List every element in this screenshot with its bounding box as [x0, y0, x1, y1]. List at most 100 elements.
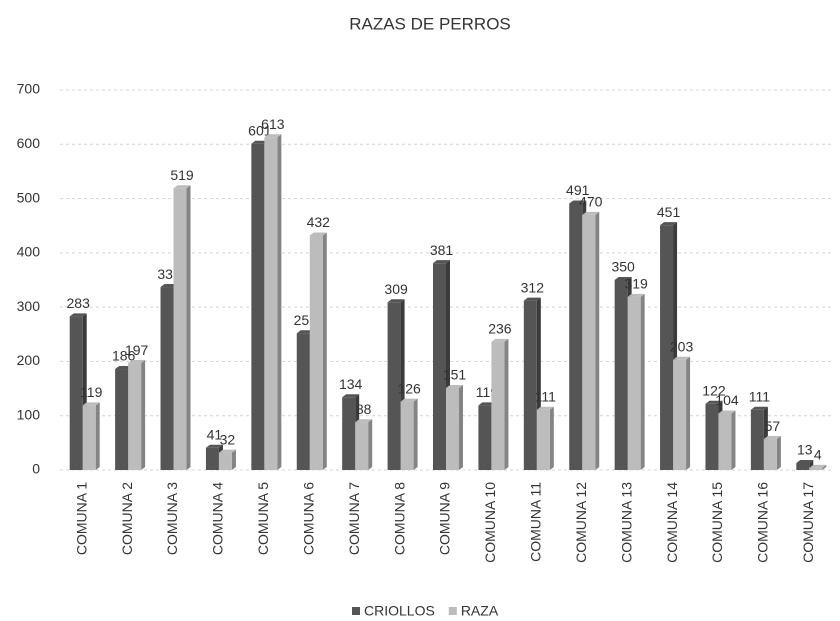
- value-label: 312: [521, 279, 545, 295]
- bar-top: [115, 366, 133, 370]
- bar: [433, 263, 446, 470]
- bar-top: [569, 200, 587, 204]
- chart-title: RAZAS DE PERROS: [349, 14, 511, 33]
- bar: [446, 388, 459, 470]
- bar: [264, 137, 278, 470]
- x-tick-label: COMUNA 7: [346, 482, 362, 555]
- value-label: 350: [611, 259, 635, 275]
- bar-top: [251, 140, 269, 144]
- bar: [205, 447, 219, 470]
- x-tick-label: COMUNA 5: [255, 482, 271, 555]
- value-label: 613: [261, 116, 285, 132]
- x-tick-label: COMUNA 6: [300, 482, 316, 555]
- bar: [750, 409, 764, 470]
- bar: [342, 397, 356, 470]
- bar: [478, 405, 492, 470]
- bar: [355, 422, 369, 470]
- bar: [400, 401, 414, 470]
- y-tick-label: 300: [17, 298, 41, 314]
- bar: [173, 188, 187, 470]
- bar-top: [264, 134, 282, 138]
- x-tick-label: COMUNA 14: [664, 482, 680, 563]
- value-label: 111: [535, 388, 556, 404]
- value-label: 197: [125, 342, 149, 358]
- x-tick-label: COMUNA 13: [618, 482, 634, 563]
- bar-side: [640, 293, 645, 470]
- x-tick-label: COMUNA 2: [119, 482, 135, 555]
- x-tick-label: COMUNA 10: [482, 482, 498, 563]
- bar: [705, 403, 719, 470]
- legend-label: RAZA: [461, 603, 499, 619]
- bar-side: [595, 211, 600, 470]
- value-label: 309: [384, 281, 408, 297]
- bar-top: [296, 330, 314, 334]
- bar: [387, 302, 401, 470]
- y-tick-label: 700: [17, 81, 41, 97]
- value-label: 104: [715, 392, 739, 408]
- x-tick-label: COMUNA 4: [210, 482, 226, 555]
- legend-swatch: [448, 607, 457, 615]
- bar-side: [686, 356, 691, 470]
- bar-side: [186, 185, 191, 470]
- x-tick-label: COMUNA 3: [164, 482, 180, 555]
- bar-side: [731, 410, 736, 470]
- value-label: 186: [112, 348, 136, 364]
- bar: [536, 409, 550, 470]
- bar: [718, 413, 732, 470]
- bar-top: [750, 406, 768, 410]
- value-label: 451: [657, 204, 681, 220]
- bar-side: [277, 134, 282, 470]
- value-label: 126: [397, 380, 421, 396]
- bar-top: [627, 293, 645, 297]
- bar-side: [368, 419, 373, 470]
- y-tick-label: 400: [17, 244, 41, 260]
- value-label: 122: [702, 382, 726, 398]
- bar-side: [822, 464, 827, 470]
- bar-top: [446, 385, 463, 389]
- bar: [523, 300, 537, 470]
- x-tick-label: COMUNA 11: [528, 482, 544, 562]
- bar-top: [400, 398, 418, 402]
- y-tick-label: 200: [17, 352, 41, 368]
- bar: [796, 462, 810, 470]
- bar-top: [173, 185, 191, 189]
- bar: [251, 143, 265, 470]
- x-tick-label: COMUNA 17: [800, 482, 816, 563]
- bar: [763, 439, 777, 470]
- y-tick-label: 600: [17, 135, 41, 151]
- x-tick-label: COMUNA 15: [709, 482, 725, 563]
- bar-top: [809, 464, 827, 468]
- bar-top: [705, 400, 723, 404]
- x-tick-label: COMUNA 12: [573, 482, 589, 563]
- bar: [296, 333, 310, 470]
- bar: [218, 452, 232, 470]
- bar-top: [673, 356, 691, 360]
- value-label: 57: [765, 418, 781, 434]
- bar-top: [387, 299, 405, 303]
- bar: [582, 214, 596, 470]
- bar-top: [309, 232, 327, 236]
- bar-top: [614, 277, 632, 280]
- value-label: 236: [488, 321, 512, 337]
- bar-top: [128, 360, 146, 364]
- bar-top: [342, 394, 360, 398]
- bar-top: [491, 338, 509, 342]
- bar-side: [504, 338, 509, 470]
- value-label: 111: [749, 388, 770, 404]
- value-label: 319: [624, 276, 648, 292]
- bar-side: [231, 449, 236, 470]
- value-label: 601: [248, 122, 272, 138]
- y-tick-label: 0: [32, 461, 40, 477]
- bar-side: [459, 385, 463, 470]
- bar: [809, 467, 823, 470]
- y-tick-label: 100: [17, 406, 41, 422]
- value-label: 283: [67, 295, 91, 311]
- legend-label: CRIOLLOS: [364, 603, 435, 619]
- legend-swatch: [352, 607, 360, 615]
- value-label: 203: [670, 339, 694, 355]
- bar-top: [796, 459, 814, 463]
- bar-top: [433, 260, 450, 264]
- bar: [82, 405, 96, 470]
- x-tick-label: COMUNA 1: [73, 482, 89, 555]
- bar: [614, 280, 628, 470]
